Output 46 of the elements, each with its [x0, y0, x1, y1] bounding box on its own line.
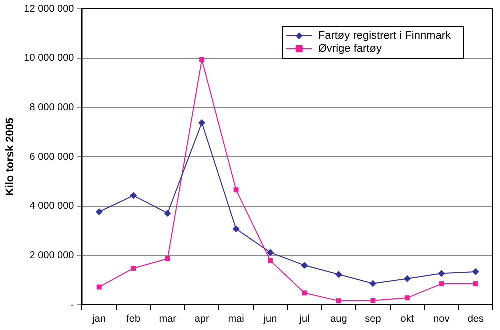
x-tick-label: des: [468, 314, 484, 325]
point: [268, 258, 273, 264]
point: [131, 266, 136, 271]
point: [404, 275, 411, 282]
x-tick-label: nov: [434, 314, 450, 325]
point: [302, 290, 308, 296]
y-tick-label: 12 000 000: [24, 4, 75, 15]
point: [164, 210, 172, 217]
point: [370, 280, 377, 288]
point: [472, 268, 480, 276]
x-tick-label: jun: [262, 314, 278, 325]
point: [438, 270, 446, 278]
x-tick-label: aug: [330, 314, 348, 325]
point: [267, 249, 274, 256]
point: [96, 284, 102, 290]
point: [165, 256, 170, 262]
y-tick-label: 4 000 000: [30, 201, 75, 212]
point: [335, 271, 342, 278]
x-tick-label: sep: [365, 314, 382, 325]
point: [439, 282, 444, 287]
x-tick-label: okt: [400, 314, 414, 325]
point: [96, 208, 103, 216]
point: [130, 192, 138, 200]
y-tick-label: -: [70, 300, 74, 311]
x-tick-label: feb: [126, 314, 141, 325]
x-tick-label: apr: [194, 314, 210, 325]
x-tick-label: jan: [92, 314, 106, 325]
x-tick-label: jul: [298, 314, 310, 325]
x-tick-label: mai: [228, 314, 244, 325]
point: [234, 188, 239, 193]
y-tick-label: 6 000 000: [30, 152, 75, 163]
point: [370, 298, 376, 304]
x-tick-label: mar: [159, 314, 178, 325]
point: [404, 296, 410, 301]
point: [198, 119, 206, 126]
point: [336, 298, 342, 304]
point: [200, 57, 205, 62]
legend-label: Fartøy registrert i Finnmark: [318, 30, 452, 42]
point: [301, 262, 308, 270]
point: [473, 282, 478, 287]
y-tick-label: 8 000 000: [30, 102, 75, 114]
y-tick-label: 10 000 000: [24, 53, 75, 64]
y-tick-label: 2 000 000: [30, 250, 75, 262]
point: [232, 226, 240, 233]
y-axis-title: Kilo torsk 2005: [4, 118, 17, 196]
legend-label: Øvrige fartøy: [318, 43, 382, 56]
